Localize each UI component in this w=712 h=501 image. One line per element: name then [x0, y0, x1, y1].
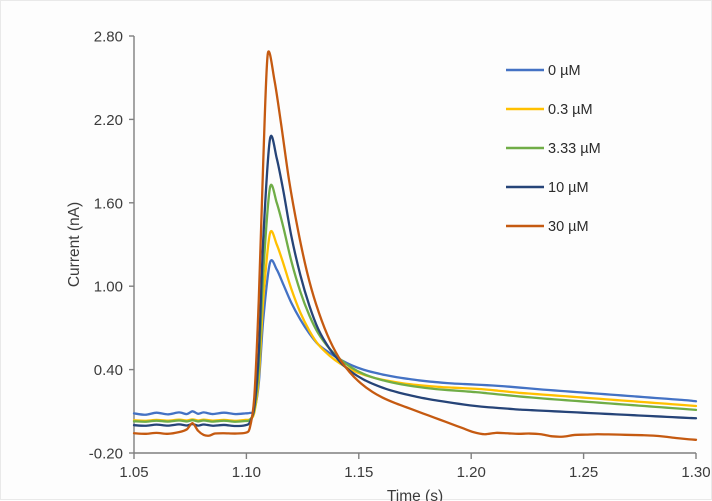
trace-line [134, 51, 696, 439]
x-tick-label: 1.30 [681, 464, 710, 481]
trace-line [134, 136, 696, 426]
y-tick-label: 2.20 [94, 112, 123, 129]
x-axis-title: Time (s) [387, 488, 443, 501]
legend-label: 0 µM [548, 63, 581, 79]
x-tick-label: 1.20 [457, 464, 486, 481]
legend-label: 30 µM [548, 219, 589, 235]
y-tick-label: 2.80 [94, 29, 123, 46]
trace-line [134, 185, 696, 422]
y-tick-label: -0.20 [89, 446, 123, 463]
axis-labels: -0.20 0.40 1.00 1.60 2.20 2.80 1.05 1.10 1.15 1.2… [66, 29, 711, 501]
x-tick-label: 1.05 [119, 464, 148, 481]
x-tick-label: 1.10 [232, 464, 261, 481]
x-tick-label: 1.25 [569, 464, 598, 481]
y-tick-label: 0.40 [94, 362, 123, 379]
legend-label: 0.3 µM [548, 102, 593, 118]
chart-legend: 0 µM 0.3 µM 3.33 µM 10 µM 30 µM [506, 63, 601, 235]
y-tick-label: 1.60 [94, 195, 123, 212]
legend-label: 3.33 µM [548, 141, 601, 157]
legend-label: 10 µM [548, 180, 589, 196]
trace-line [134, 231, 696, 421]
y-axis-title: Current (nA) [66, 202, 83, 287]
x-tick-label: 1.15 [344, 464, 373, 481]
data-traces [134, 51, 696, 439]
y-tick-label: 1.00 [94, 279, 123, 296]
trace-line [134, 260, 696, 415]
